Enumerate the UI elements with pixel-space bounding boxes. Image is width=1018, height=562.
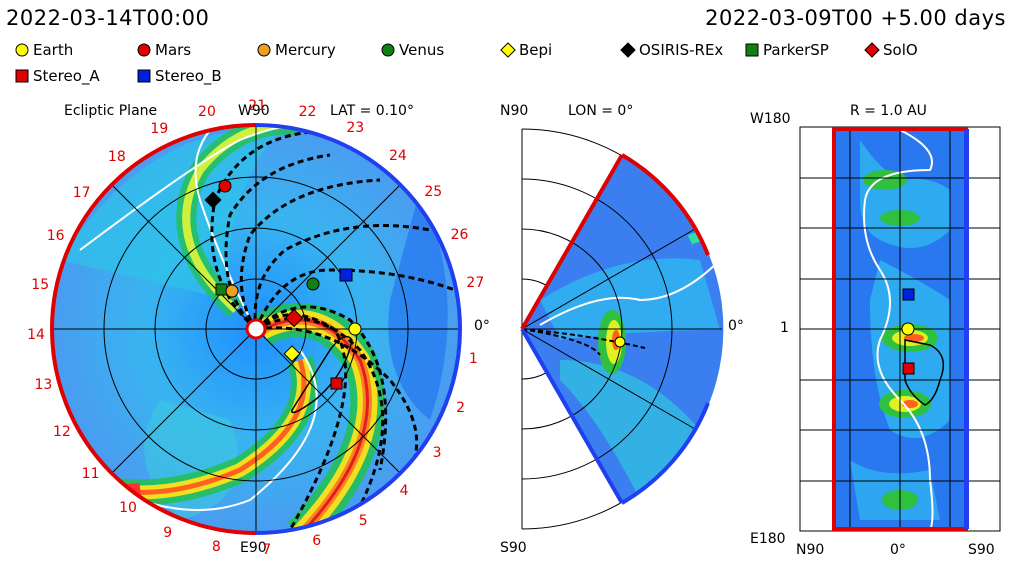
hour-label: 9 <box>163 524 173 541</box>
ecliptic-lat-label: LAT = 0.10° <box>330 103 414 119</box>
legend-label: Mercury <box>275 41 336 59</box>
stereo-b-marker <box>339 268 353 282</box>
earth-marker <box>348 322 362 336</box>
stereo-a-marker <box>330 377 343 390</box>
stereo-b-marker-synoptic <box>902 288 915 301</box>
meridional-bottom-label: S90 <box>500 540 527 556</box>
hour-label: 8 <box>211 538 221 555</box>
hour-label: 16 <box>46 228 65 245</box>
hour-label: 22 <box>298 103 317 120</box>
hour-label: 4 <box>399 483 409 500</box>
hour-label: 11 <box>81 465 100 482</box>
legend-label: ParkerSP <box>763 41 829 59</box>
bepi-marker <box>283 345 301 363</box>
ecliptic-bottom-label: E90 <box>240 540 267 556</box>
legend-item-mercury: Mercury <box>256 41 336 59</box>
legend-circle-icon <box>15 43 29 57</box>
earth-marker-meridional <box>614 336 626 348</box>
legend-item-stereo-b: Stereo_B <box>136 67 222 85</box>
stereo-a-marker-synoptic <box>902 362 915 375</box>
ecliptic-right-label: 0° <box>474 318 490 334</box>
hour-label: 3 <box>432 444 442 461</box>
venus-marker <box>306 277 320 291</box>
legend-label: Bepi <box>519 41 553 59</box>
ecliptic-title: Ecliptic Plane <box>64 103 158 119</box>
meridional-lon-label: LON = 0° <box>568 103 634 119</box>
mercury-marker <box>225 284 239 298</box>
legend-label: Mars <box>155 41 192 59</box>
meridional-top-label: N90 <box>500 103 529 119</box>
legend-diamond-icon <box>864 42 880 58</box>
legend-circle-icon <box>137 43 151 57</box>
legend-square-icon <box>15 69 29 83</box>
hour-label: 20 <box>198 103 216 120</box>
hour-label: 23 <box>346 120 365 137</box>
legend-label: Venus <box>399 41 445 59</box>
legend-square-icon <box>137 69 151 83</box>
hour-label: 12 <box>52 424 71 441</box>
hour-label: 2 <box>456 399 466 416</box>
legend-square-icon <box>745 43 759 57</box>
right-timestamp: 2022-03-09T00 +5.00 days <box>705 6 1006 30</box>
synoptic-mid-left-label: 1 <box>780 320 789 336</box>
sun-marker <box>245 318 267 340</box>
legend-label: Stereo_A <box>33 67 100 85</box>
hour-label: 21 <box>248 98 267 114</box>
legend-item-stereo-a: Stereo_A <box>14 67 100 85</box>
synoptic-r-label: R = 1.0 AU <box>850 103 927 119</box>
hour-label: 6 <box>312 532 322 549</box>
hour-label: 10 <box>119 500 137 516</box>
synoptic-top-left-label: W180 <box>750 111 791 127</box>
synoptic-x-label-right: S90 <box>968 542 995 558</box>
legend-item-venus: Venus <box>380 41 444 59</box>
legend-item-bepi: Bepi <box>500 41 552 59</box>
left-timestamp: 2022-03-14T00:00 <box>6 6 210 30</box>
hour-label: 25 <box>424 183 443 200</box>
legend-item-solo: SolO <box>864 41 918 59</box>
legend-label: Stereo_B <box>155 67 222 85</box>
legend-circle-icon <box>381 43 395 57</box>
hour-label: 19 <box>150 121 169 138</box>
hour-label: 18 <box>107 148 126 165</box>
ecliptic-top-label: W90 <box>238 103 270 119</box>
legend-diamond-icon <box>620 42 636 58</box>
meridional-plane-panel <box>520 128 724 530</box>
legend-item-earth: Earth <box>14 41 73 59</box>
solo-marker <box>284 308 304 328</box>
synoptic-x-label-left: N90 <box>796 542 825 558</box>
hour-label: 17 <box>72 184 91 201</box>
legend-item-osiris-rex: OSIRIS-REx <box>620 41 723 59</box>
hour-label: 14 <box>27 327 45 344</box>
legend-label: Earth <box>33 41 74 59</box>
synoptic-bottom-left-label: E180 <box>750 531 786 547</box>
hour-label: 27 <box>466 275 485 292</box>
hour-label: 26 <box>450 227 469 244</box>
mars-marker <box>218 179 232 193</box>
meridional-right-label: 0° <box>728 318 744 334</box>
hour-label: 24 <box>388 147 407 164</box>
hour-label: 1 <box>468 350 478 367</box>
legend-circle-icon <box>257 43 271 57</box>
legend-item-parkersp: ParkerSP <box>744 41 829 59</box>
hour-label: 7 <box>262 541 272 558</box>
osiris-rex-marker <box>204 191 222 209</box>
legend-label: OSIRIS-REx <box>639 41 724 59</box>
synoptic-x-label-mid: 0° <box>890 542 906 558</box>
hour-label: 13 <box>34 377 53 394</box>
earth-marker-synoptic <box>901 322 915 336</box>
legend-label: SolO <box>883 41 918 59</box>
legend-diamond-icon <box>500 42 516 58</box>
ecliptic-plane-panel <box>50 123 462 535</box>
legend-item-mars: Mars <box>136 41 191 59</box>
hour-label: 15 <box>31 276 50 293</box>
hour-label: 5 <box>358 512 368 529</box>
